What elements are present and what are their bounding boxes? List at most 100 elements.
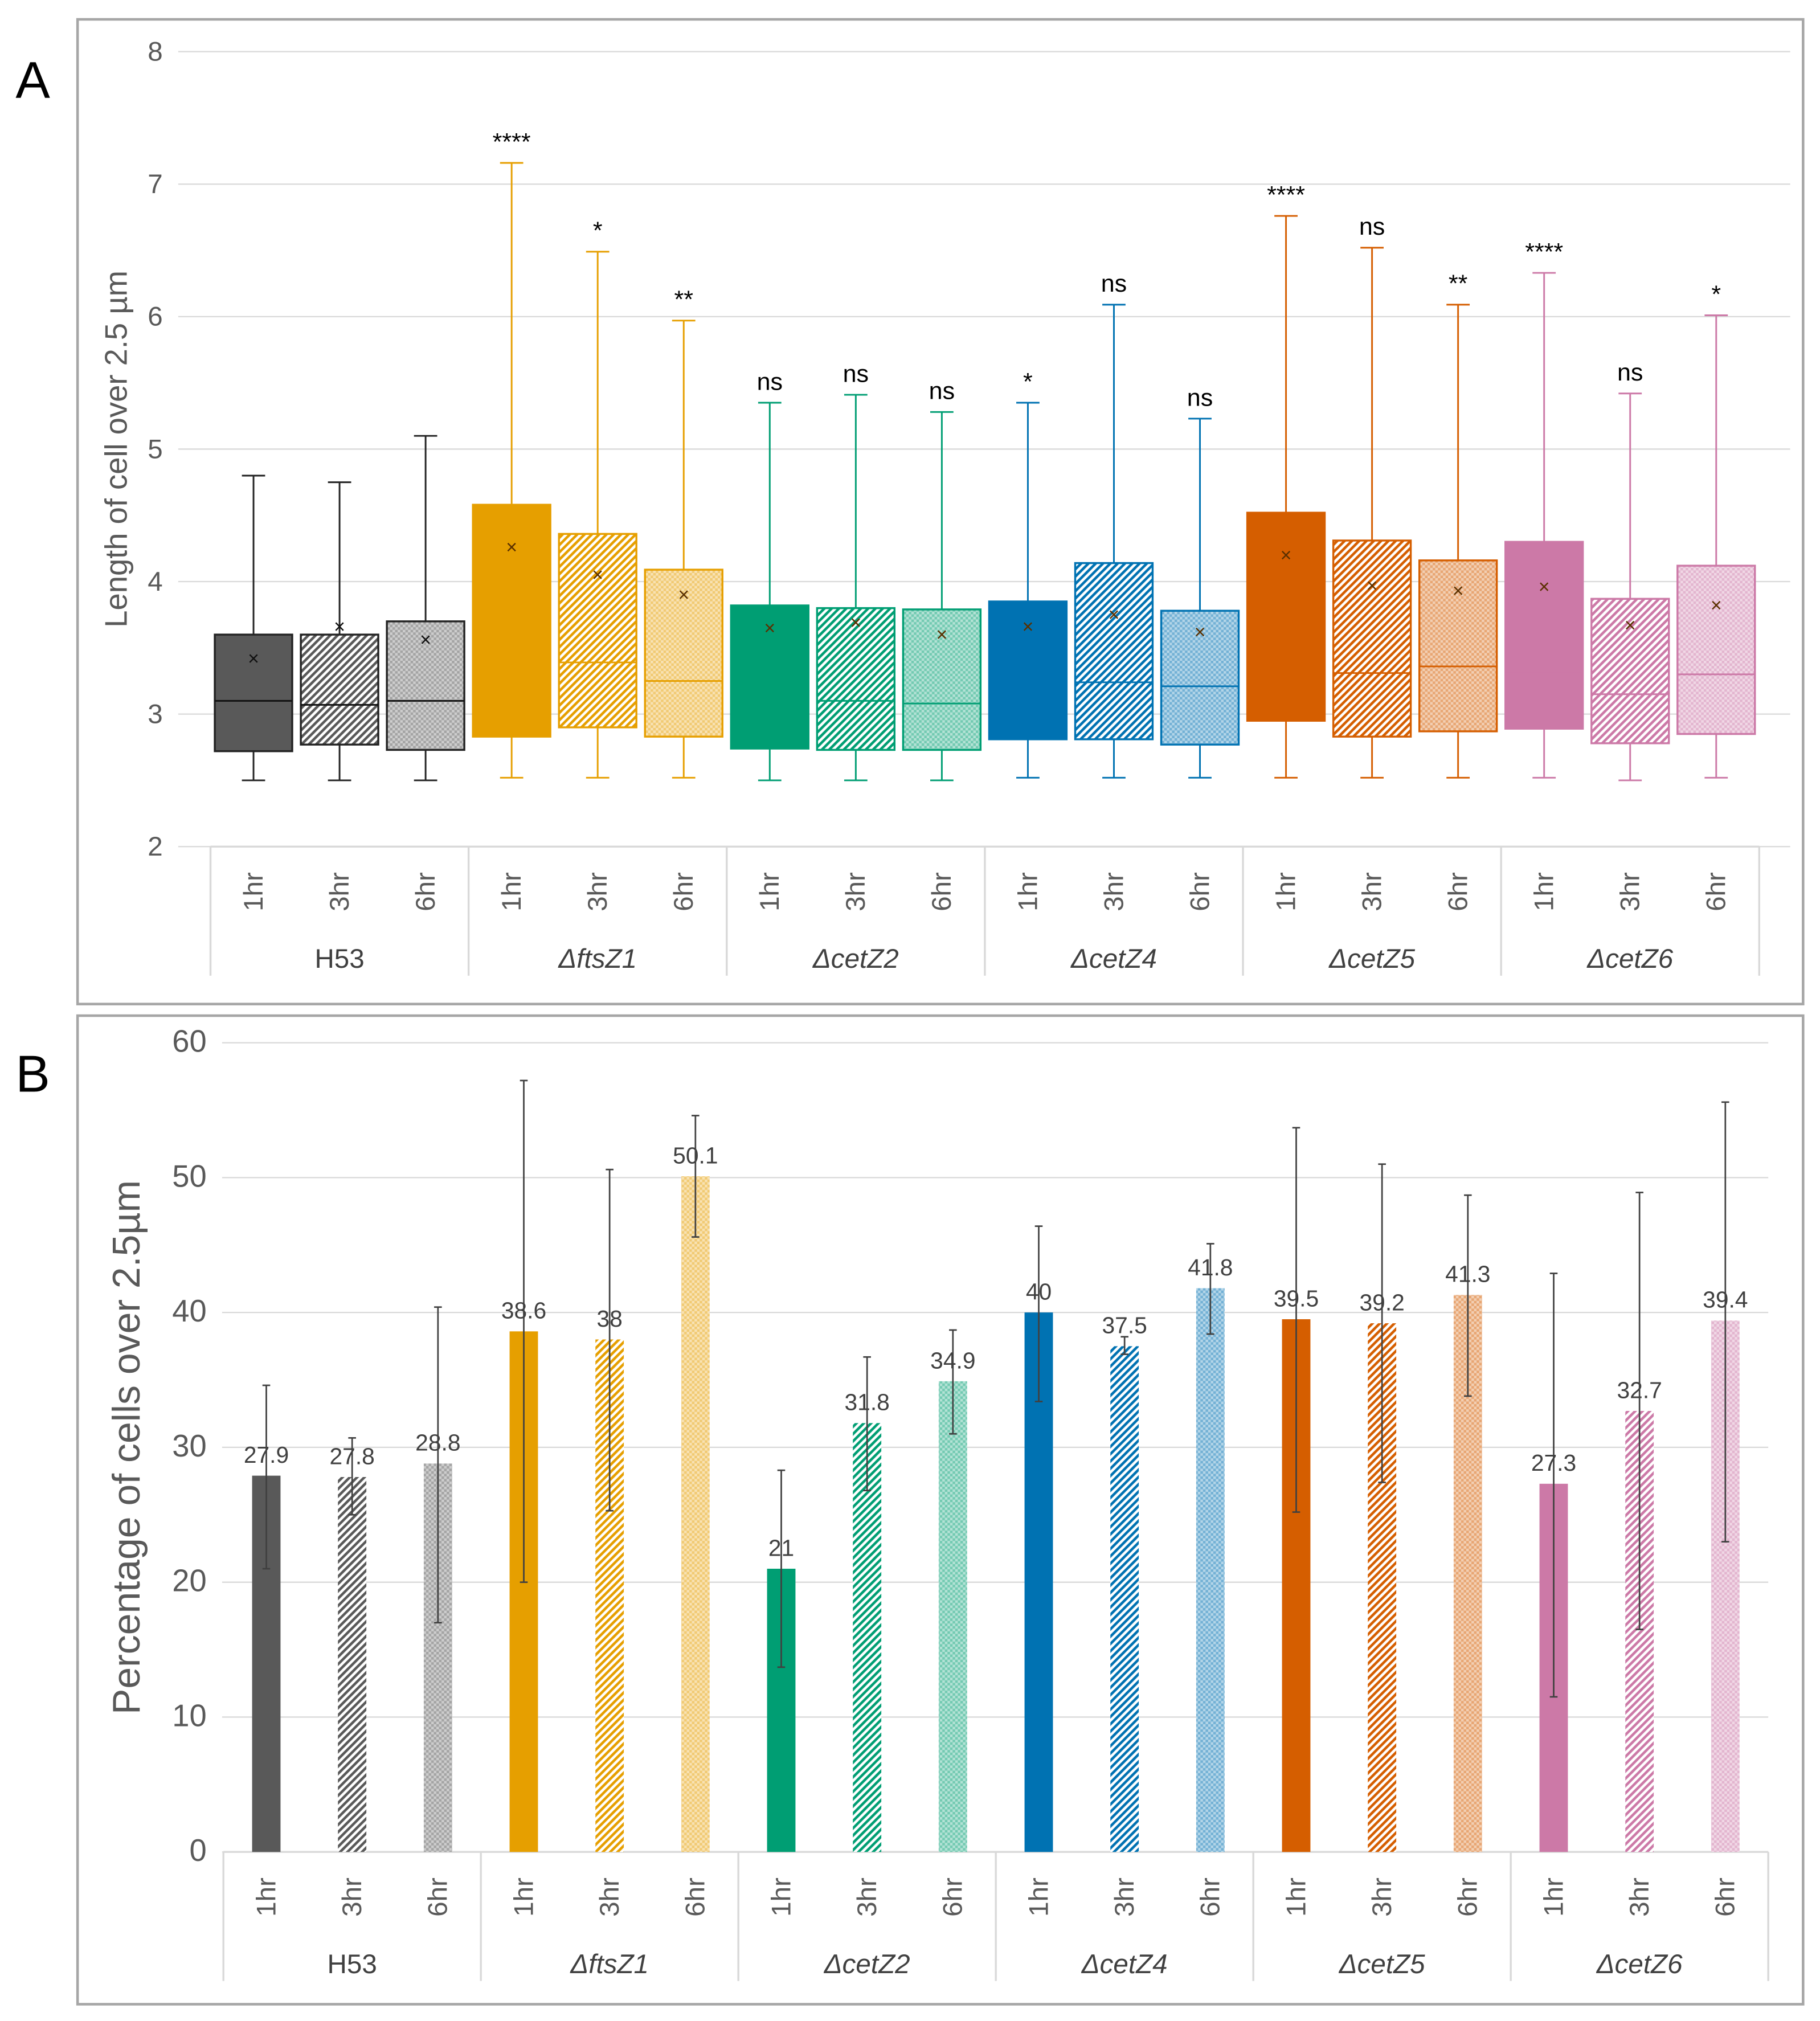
mean-marker: × [1109, 604, 1120, 626]
y-tick-label: 20 [172, 1564, 206, 1598]
y-tick-label: 50 [172, 1159, 206, 1193]
box-iqr [816, 607, 896, 751]
data-label: 27.8 [330, 1443, 375, 1469]
box-8: × ns [902, 378, 982, 782]
bar-group-8: 34.9 [930, 1329, 976, 1852]
mean-marker: × [1625, 615, 1636, 636]
bar [338, 1477, 367, 1852]
x-tick-label: 1hr [251, 1877, 281, 1917]
x-tick-label: 6hr [1711, 1877, 1741, 1917]
group-label: ΔcetZ4 [1081, 1949, 1168, 1979]
significance-label: ns [1187, 384, 1213, 411]
box-2: × [386, 435, 465, 782]
group-label: ΔcetZ6 [1586, 944, 1673, 974]
significance-label: **** [1525, 238, 1563, 265]
significance-label: **** [1267, 181, 1305, 208]
significance-label: ns [1359, 213, 1385, 240]
x-tick-label: 1hr [766, 1877, 796, 1917]
group-label: ΔcetZ5 [1328, 944, 1415, 974]
x-tick-label: 6hr [938, 1877, 968, 1917]
data-label: 21 [768, 1535, 794, 1561]
box-6: × ns [730, 368, 809, 782]
bar [1196, 1288, 1225, 1852]
box-iqr [902, 608, 982, 751]
y-tick-label: 6 [148, 302, 162, 332]
group-label: ΔcetZ4 [1070, 944, 1157, 974]
bar-group-11: 41.8 [1188, 1243, 1233, 1852]
data-label: 39.4 [1703, 1287, 1748, 1313]
bar-group-9: 40 [1024, 1225, 1053, 1852]
data-label: 38.6 [501, 1298, 546, 1324]
mean-marker: × [1453, 580, 1464, 602]
bar-group-13: 39.2 [1359, 1163, 1405, 1852]
bar-group-2: 28.8 [415, 1306, 461, 1852]
data-label: 27.3 [1531, 1450, 1576, 1476]
group-label: ΔcetZ5 [1339, 1949, 1425, 1979]
mean-marker: × [678, 584, 689, 606]
data-label: 38 [596, 1306, 622, 1332]
x-tick-label: 3hr [841, 872, 871, 911]
box-iqr [1332, 539, 1412, 738]
group-label: ΔftsZ1 [558, 944, 637, 974]
x-tick-label: 6hr [681, 1877, 711, 1917]
box-iqr [1418, 559, 1498, 733]
mean-marker: × [248, 648, 259, 669]
bar [1024, 1312, 1053, 1852]
x-tick-label: 1hr [509, 1877, 539, 1917]
data-label: 34.9 [930, 1347, 975, 1373]
y-tick-label: 60 [172, 1024, 206, 1059]
x-tick-label: 1hr [1539, 1877, 1569, 1917]
group-label: H53 [314, 944, 364, 974]
bar-group-15: 27.3 [1531, 1273, 1576, 1852]
x-tick-label: 1hr [755, 872, 785, 911]
mean-marker: × [936, 624, 947, 645]
x-tick-label: 3hr [1357, 872, 1387, 911]
y-axis-title: Percentage of cells over 2.5µm [105, 1180, 148, 1715]
bar-group-4: 38 [595, 1168, 624, 1852]
box-iqr [386, 620, 465, 751]
x-tick-label: 6hr [423, 1877, 453, 1917]
significance-label: * [1711, 281, 1721, 308]
x-tick-label: 1hr [1529, 872, 1560, 911]
bar-group-7: 31.8 [844, 1356, 890, 1852]
panel-label: B [15, 1046, 50, 1103]
data-label: 37.5 [1102, 1312, 1147, 1339]
box-17: ×* [1676, 281, 1756, 779]
box-7: × ns [816, 360, 896, 782]
mean-marker: × [1539, 576, 1550, 598]
box-1: × [300, 481, 379, 782]
x-tick-label: 3hr [325, 872, 355, 911]
x-tick-label: 1hr [1013, 872, 1043, 911]
box-iqr [1590, 598, 1670, 744]
box-iqr [644, 568, 723, 738]
significance-label: ns [1617, 359, 1643, 386]
mean-marker: × [764, 617, 775, 639]
group-label: ΔcetZ2 [812, 944, 899, 974]
bar-group-17: 39.4 [1703, 1101, 1748, 1852]
box-16: × ns [1590, 359, 1670, 782]
data-label: 40 [1026, 1279, 1052, 1305]
y-tick-label: 10 [172, 1698, 206, 1733]
x-tick-label: 1hr [1024, 1877, 1054, 1917]
significance-label: ** [1449, 270, 1468, 297]
y-tick-label: 2 [148, 832, 162, 862]
x-tick-label: 1hr [497, 872, 527, 911]
data-label: 39.5 [1274, 1285, 1319, 1311]
box-iqr [1246, 512, 1326, 722]
box-iqr [1074, 562, 1154, 741]
box-3: × **** [472, 128, 551, 779]
box-iqr [558, 533, 637, 729]
box-iqr [472, 504, 551, 738]
x-tick-label: 3hr [337, 1877, 367, 1917]
bar-group-12: 39.5 [1274, 1127, 1319, 1852]
box-14: × ** [1418, 270, 1498, 779]
x-tick-label: 3hr [595, 1877, 625, 1917]
box-10: × ns [1074, 270, 1154, 779]
bar [853, 1423, 882, 1852]
box-iqr [1504, 541, 1584, 730]
x-tick-label: 6hr [669, 872, 699, 911]
mean-marker: × [1023, 616, 1034, 637]
mean-marker: × [1195, 621, 1206, 643]
x-tick-label: 3hr [1110, 1877, 1140, 1917]
mean-marker: × [1711, 595, 1722, 616]
